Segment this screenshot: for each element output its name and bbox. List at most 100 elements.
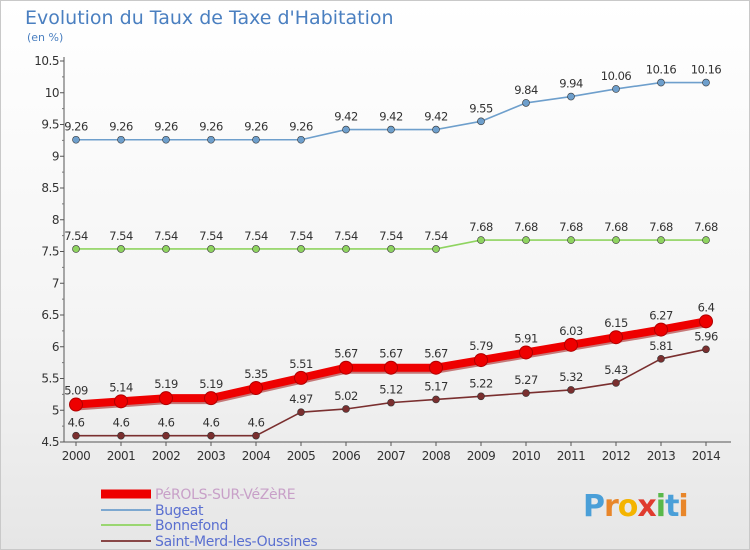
data-label: 7.54 [379, 229, 403, 243]
data-label: 5.81 [649, 339, 673, 353]
data-point [429, 360, 443, 375]
data-label: 5.32 [559, 370, 583, 384]
data-point [117, 431, 125, 440]
y-tick-label: 8.5 [41, 181, 59, 195]
data-point [342, 245, 350, 253]
legend-label: PéROLS-SUR-VéZèRE [155, 487, 295, 503]
chart-subtitle: (en %) [27, 31, 64, 44]
data-point [657, 355, 665, 363]
legend-label: Bugeat [155, 503, 204, 519]
data-label: 4.6 [203, 416, 220, 430]
data-label: 7.54 [334, 229, 358, 243]
data-label: 5.43 [604, 363, 628, 377]
data-point [69, 397, 83, 412]
x-tick-label: 2012 [602, 449, 631, 463]
data-label: 9.42 [424, 110, 448, 124]
data-label: 10.16 [646, 63, 677, 77]
legend-label: Bonnefond [155, 518, 228, 534]
data-label: 5.96 [694, 329, 718, 343]
data-label: 5.02 [334, 389, 358, 403]
data-point [162, 245, 170, 253]
data-label: 5.67 [424, 347, 448, 361]
data-label: 9.84 [514, 83, 538, 97]
data-label: 6.4 [698, 300, 715, 314]
data-label: 5.51 [289, 357, 313, 371]
legend-label: Saint-Merd-les-Oussines [155, 534, 317, 549]
data-point [342, 405, 350, 413]
logo-letter: i [678, 489, 688, 524]
data-label: 7.54 [154, 229, 178, 243]
y-tick-label: 7 [52, 276, 59, 290]
data-point [252, 431, 260, 440]
data-label: 9.42 [379, 110, 403, 124]
series-0: 5.09 5.14 5.19 5.19 5.35 5.51 5.67 5.67 5.67 5.79… [64, 300, 715, 412]
x-tick-label: 2007 [377, 449, 406, 463]
data-label: 7.68 [514, 220, 538, 234]
data-label: 5.19 [154, 377, 178, 391]
legend-item-3: Saint-Merd-les-Oussines [101, 534, 318, 549]
data-point [477, 392, 485, 401]
legend-item-0: PéROLS-SUR-VéZèRE [101, 487, 296, 503]
data-label: 9.26 [199, 120, 223, 134]
data-point [162, 135, 170, 144]
data-point [294, 370, 308, 385]
y-tick-label: 9 [52, 149, 59, 163]
data-label: 5.12 [379, 383, 403, 397]
data-point [477, 236, 485, 244]
logo-letter: t [665, 489, 679, 524]
x-tick-label: 2005 [287, 449, 316, 463]
data-point [432, 395, 440, 404]
data-point [207, 431, 215, 440]
data-label: 4.6 [248, 416, 265, 430]
y-tick-label: 8 [52, 213, 59, 227]
data-point [522, 236, 530, 244]
x-tick-label: 2014 [692, 449, 721, 463]
y-tick-label: 5 [52, 403, 59, 417]
logo-letter: i [655, 489, 666, 524]
x-tick-label: 2013 [647, 449, 676, 463]
x-tick-label: 2011 [557, 449, 586, 463]
data-label: 7.54 [64, 229, 88, 243]
data-label: 4.6 [68, 416, 85, 430]
data-point [609, 330, 623, 345]
data-label: 9.94 [559, 77, 583, 91]
data-label: 10.06 [601, 69, 632, 83]
data-point [432, 245, 440, 253]
data-point [387, 245, 395, 253]
data-label: 5.67 [379, 347, 403, 361]
data-point [207, 245, 215, 253]
data-point [297, 408, 305, 416]
data-label: 5.91 [514, 331, 538, 345]
data-point [702, 345, 710, 354]
data-label: 7.68 [694, 220, 718, 234]
data-point [204, 391, 218, 406]
x-tick-label: 2001 [107, 449, 136, 463]
proxiti-logo: Proxiti [583, 489, 689, 524]
data-label: 5.19 [199, 377, 223, 391]
y-tick-label: 10.5 [34, 54, 59, 68]
y-tick-label: 6.5 [41, 308, 59, 322]
x-tick-label: 2009 [467, 449, 496, 463]
data-label: 6.27 [649, 309, 673, 323]
data-point [207, 135, 215, 144]
data-label: 9.42 [334, 110, 358, 124]
data-label: 5.14 [109, 380, 133, 394]
logo-letter: x [637, 489, 656, 524]
data-point [657, 236, 665, 244]
data-point [657, 78, 665, 87]
data-label: 6.15 [604, 316, 628, 330]
series-2: 7.54 7.54 7.54 7.54 7.54 7.54 7.54 7.54 7.54 7.68… [64, 220, 718, 253]
y-tick-label: 6 [52, 340, 59, 354]
y-tick-label: 4.5 [41, 435, 59, 449]
data-label: 10.16 [691, 63, 722, 77]
data-point [72, 431, 80, 440]
data-point [162, 431, 170, 440]
data-point [702, 78, 710, 87]
data-point [432, 125, 440, 134]
data-point [252, 245, 260, 253]
legend-item-1: Bugeat [101, 503, 204, 519]
chart-title: Evolution du Taux de Taxe d'Habitation [25, 7, 394, 29]
legend-item-2: Bonnefond [101, 518, 228, 534]
data-point [699, 314, 713, 329]
